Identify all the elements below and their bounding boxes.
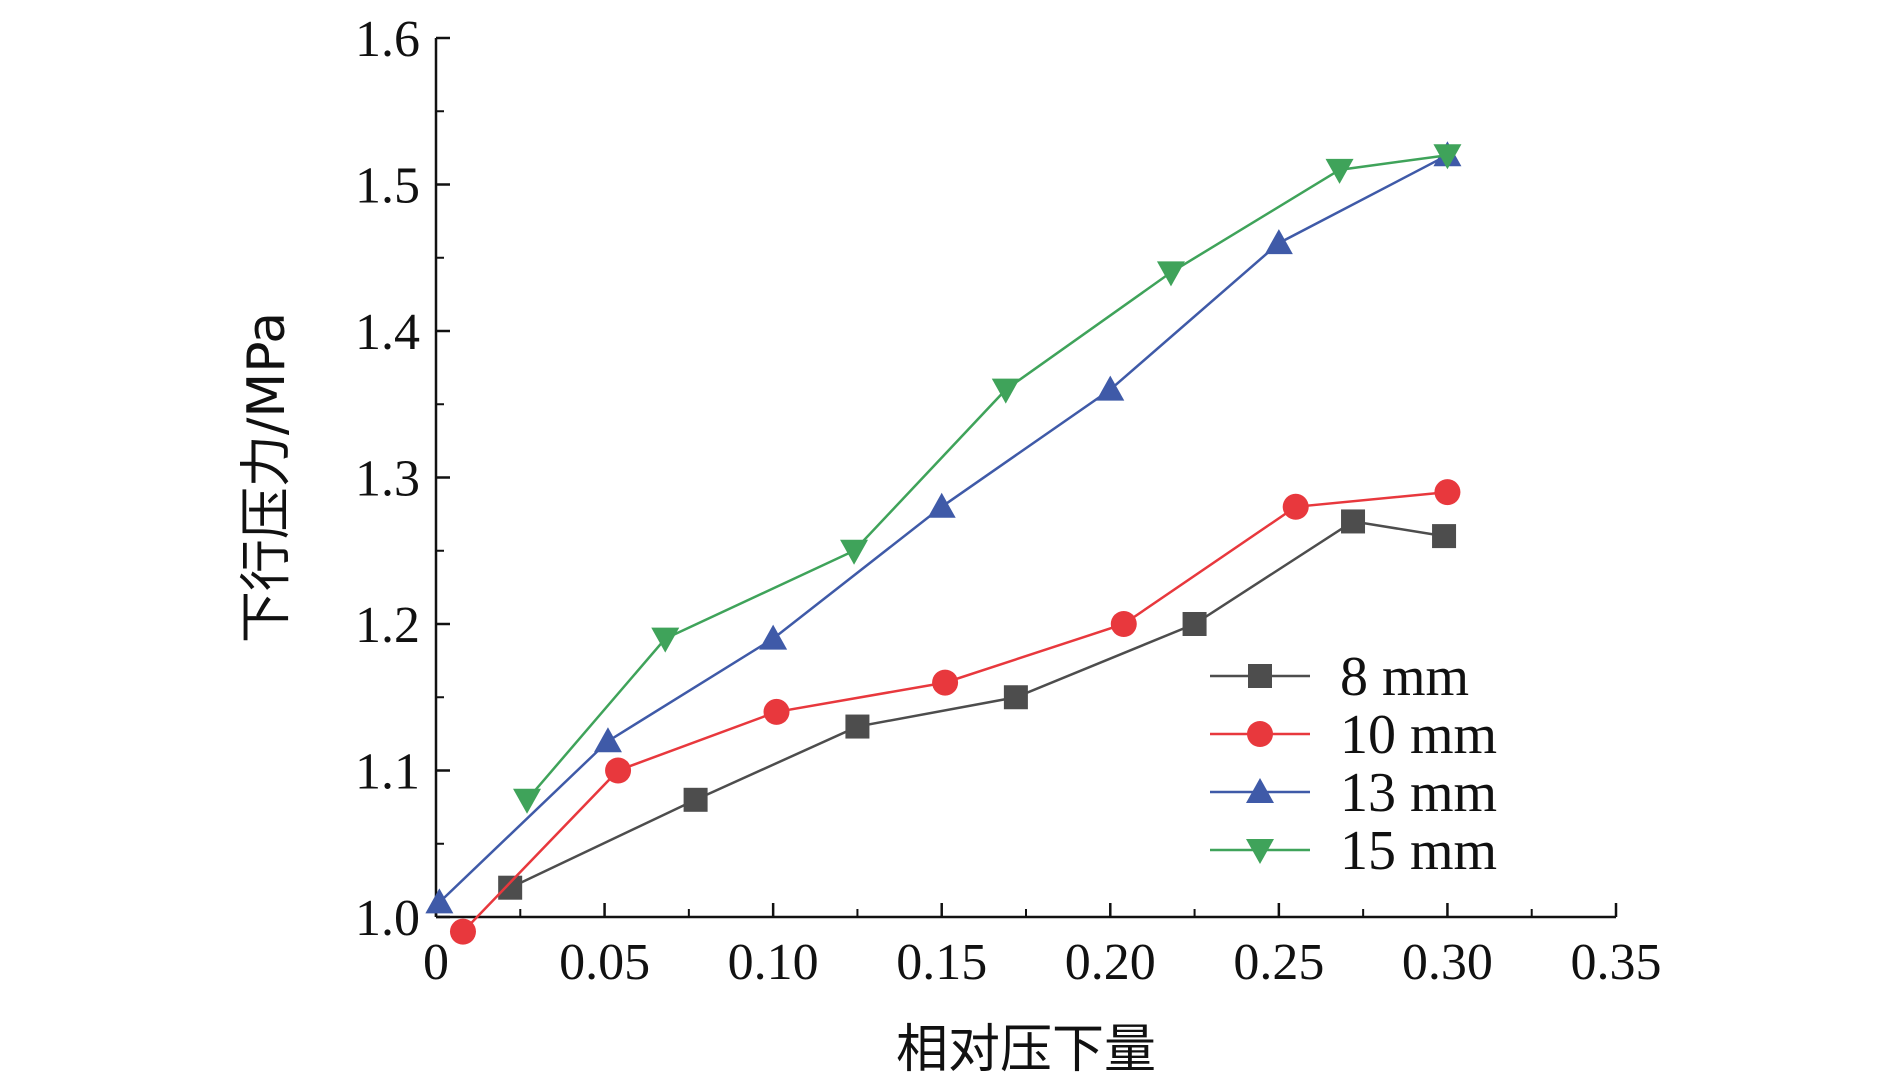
x-tick-label: 0.10	[728, 934, 819, 991]
series-layer	[425, 141, 1462, 945]
x-tick-label: 0.35	[1571, 934, 1662, 991]
x-axis-ticks: 0 0.05 0.10 0.15 0.20 0.25 0.30 0.35	[423, 903, 1662, 991]
data-point	[1325, 158, 1354, 184]
legend-marker	[1246, 839, 1274, 864]
data-point	[1182, 612, 1207, 636]
series-10-mm	[449, 479, 1461, 945]
series-line	[462, 490, 1448, 933]
data-point	[1432, 524, 1457, 549]
data-point	[1003, 685, 1028, 710]
data-point	[1434, 479, 1461, 506]
y-axis-title: 下行压力/MPa	[237, 312, 297, 643]
data-point	[1341, 509, 1366, 534]
x-tick-label: 0.30	[1402, 934, 1493, 991]
data-point	[991, 378, 1020, 404]
y-tick-label: 1.1	[355, 744, 420, 801]
data-point	[1156, 261, 1185, 287]
data-point	[425, 888, 454, 914]
data-point	[683, 787, 708, 812]
data-point	[513, 788, 542, 814]
legend-label: 10 mm	[1340, 704, 1497, 766]
legend-label: 8 mm	[1340, 646, 1469, 708]
y-tick-label: 1.4	[355, 304, 420, 361]
y-tick-label: 1.2	[355, 597, 420, 654]
series-line	[438, 154, 1449, 904]
legend-item: 10 mm	[1210, 704, 1497, 766]
legend-marker	[1247, 721, 1273, 747]
y-tick-label: 1.6	[355, 11, 420, 68]
y-tick-label: 1.3	[355, 451, 420, 508]
legend-label: 13 mm	[1340, 762, 1497, 824]
legend-marker	[1248, 664, 1272, 688]
legend-marker	[1246, 778, 1274, 803]
series-15-mm	[513, 144, 1462, 814]
data-point	[1096, 375, 1125, 401]
data-point	[1110, 611, 1137, 637]
data-point	[1433, 144, 1462, 170]
legend-item: 13 mm	[1210, 762, 1497, 824]
y-tick-label: 1.5	[355, 158, 420, 215]
series-8-mm	[498, 509, 1457, 900]
x-tick-label: 0.05	[559, 934, 650, 991]
y-axis-ticks: 1.0 1.1 1.2 1.3 1.4 1.5 1.6	[355, 11, 450, 947]
data-point	[1264, 229, 1293, 255]
series-13-mm	[425, 141, 1462, 914]
data-point	[651, 627, 680, 653]
data-point	[759, 624, 788, 650]
data-point	[593, 727, 622, 753]
x-tick-label: 0.20	[1065, 934, 1156, 991]
legend-label: 15 mm	[1340, 820, 1497, 882]
data-point	[932, 669, 959, 696]
data-point	[845, 714, 870, 739]
data-point	[498, 875, 523, 900]
legend-item: 8 mm	[1210, 646, 1469, 708]
data-point	[763, 698, 790, 725]
x-tick-label: 0.15	[896, 934, 987, 991]
data-point	[605, 757, 632, 784]
legend-item: 15 mm	[1210, 820, 1497, 882]
data-point	[927, 492, 956, 518]
y-tick-label: 1.0	[355, 890, 420, 947]
x-tick-label: 0	[423, 934, 449, 991]
data-point	[840, 539, 869, 565]
x-axis-title: 相对压下量	[896, 1020, 1156, 1080]
series-line	[509, 520, 1445, 889]
data-point	[1282, 493, 1309, 520]
x-tick-label: 0.25	[1233, 934, 1324, 991]
data-point	[449, 918, 476, 945]
